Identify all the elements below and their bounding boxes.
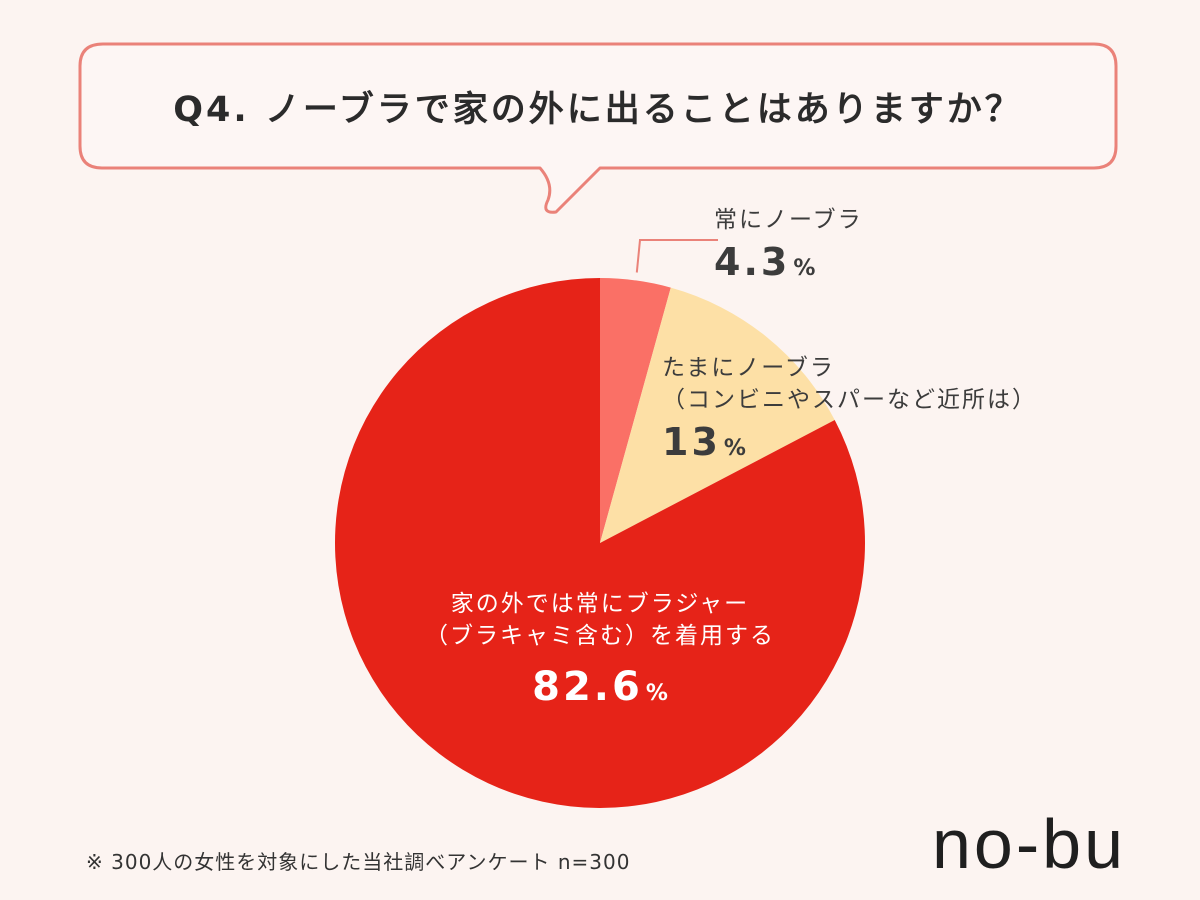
- survey-footnote: ※ 300人の女性を対象にした当社調べアンケート n=300: [86, 850, 631, 874]
- slice-label-bra-note: （ブラキャミ含む）を着用する: [425, 623, 775, 649]
- question-title: Q4. ノーブラで家の外に出ることはありますか？: [173, 89, 1023, 130]
- brand-logo: no-bu: [932, 805, 1127, 883]
- slice-label-bra-text: 家の外では常にブラジャー: [450, 591, 750, 617]
- value-unit: %: [645, 681, 668, 706]
- value-number: 13: [662, 420, 721, 464]
- pie-slice-always-no-bra: [600, 278, 671, 543]
- pie-slice-sometimes-no-bra: [600, 287, 835, 543]
- slice-label-always-bra: 家の外では常にブラジャー （ブラキャミ含む）を着用する 82.6%: [350, 588, 850, 710]
- pie-slices: [334, 278, 865, 809]
- value-number: 4.3: [714, 240, 791, 284]
- slice-label-always-text: 常にノーブラ: [714, 207, 863, 233]
- value-unit: %: [793, 256, 816, 281]
- slice-label-sometimes-text: たまにノーブラ: [662, 355, 835, 381]
- slice-label-sometimes-value: 13%: [662, 420, 1037, 464]
- value-number: 82.6: [532, 664, 643, 710]
- leader-line: [635, 239, 718, 273]
- value-unit: %: [723, 436, 746, 461]
- slice-label-sometimes-note: （コンビニやスパーなど近所は）: [662, 387, 1037, 413]
- slice-label-always-no-bra: 常にノーブラ 4.3%: [714, 204, 863, 284]
- speech-bubble-outline: [78, 42, 1118, 214]
- slice-label-always-value: 4.3%: [714, 240, 863, 284]
- slice-label-bra-value: 82.6%: [350, 664, 850, 710]
- slice-label-sometimes-no-bra: たまにノーブラ （コンビニやスパーなど近所は） 13%: [662, 352, 1037, 464]
- pie-slice-always-bra: [334, 278, 865, 809]
